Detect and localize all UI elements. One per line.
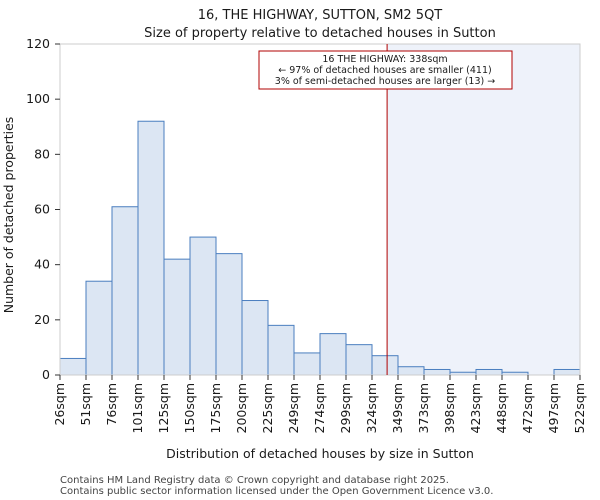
x-tick-label: 324sqm — [364, 383, 379, 433]
bars-group — [59, 120, 581, 376]
x-tick-label: 150sqm — [182, 383, 197, 433]
bar-274sqm — [319, 333, 347, 376]
x-tick-label: 225sqm — [260, 383, 275, 433]
bar-324sqm — [371, 355, 399, 376]
annotation-box: 16 THE HIGHWAY: 338sqm ← 97% of detached… — [258, 50, 513, 90]
bar-299sqm — [345, 344, 373, 376]
x-tick-label: 101sqm — [130, 383, 145, 433]
chart-subtitle: Size of property relative to detached ho… — [144, 26, 496, 41]
bar-423sqm — [475, 368, 503, 376]
x-tick-label: 472sqm — [520, 383, 535, 433]
y-axis-label: Number of detached properties — [1, 117, 16, 314]
bar-249sqm — [293, 352, 321, 376]
x-tick-label: 249sqm — [286, 383, 301, 433]
annotation-line-2: ← 97% of detached houses are smaller (41… — [278, 65, 491, 76]
x-tick-label: 497sqm — [546, 383, 561, 433]
y-tick-label: 0 — [42, 367, 50, 382]
chart-title: 16, THE HIGHWAY, SUTTON, SM2 5QT — [198, 8, 443, 23]
x-tick-label: 51sqm — [78, 383, 93, 426]
bar-76sqm — [111, 206, 139, 376]
footer-line-2: Contains public sector information licen… — [60, 486, 493, 497]
x-tick-label: 26sqm — [52, 383, 67, 426]
bar-101sqm — [137, 120, 165, 376]
bar-175sqm — [215, 253, 243, 376]
y-tick-label: 120 — [26, 36, 50, 51]
x-tick-label: 125sqm — [156, 383, 171, 433]
x-tick-label: 448sqm — [494, 383, 509, 433]
bar-125sqm — [163, 258, 191, 376]
y-axis: 0 20 40 60 80 100 120 — [26, 36, 60, 382]
bar-497sqm — [553, 368, 581, 376]
bar-200sqm — [241, 300, 269, 376]
y-tick-label: 40 — [34, 257, 50, 272]
bar-26sqm — [59, 357, 87, 376]
x-tick-label: 76sqm — [104, 383, 119, 426]
bar-349sqm — [397, 366, 425, 376]
x-axis: 26sqm 51sqm 76sqm 101sqm 125sqm 150sqm 175sqm 2… — [52, 375, 587, 433]
x-axis-label: Distribution of detached houses by size … — [166, 446, 474, 461]
bar-51sqm — [85, 280, 113, 376]
x-tick-label: 349sqm — [390, 383, 405, 433]
x-tick-label: 373sqm — [416, 383, 431, 433]
x-tick-label: 423sqm — [468, 383, 483, 433]
larger-region-highlight — [387, 44, 580, 375]
y-tick-label: 60 — [34, 202, 50, 217]
x-tick-label: 200sqm — [234, 383, 249, 433]
y-tick-label: 100 — [26, 91, 50, 106]
x-tick-label: 299sqm — [338, 383, 353, 433]
x-tick-label: 175sqm — [208, 383, 223, 433]
bar-225sqm — [267, 324, 295, 376]
annotation-line-3: 3% of semi-detached houses are larger (1… — [275, 76, 495, 87]
x-tick-label: 398sqm — [442, 383, 457, 433]
bar-150sqm — [189, 236, 217, 376]
footer-line-1: Contains HM Land Registry data © Crown c… — [60, 475, 449, 486]
y-tick-label: 20 — [34, 312, 50, 327]
annotation-line-1: 16 THE HIGHWAY: 338sqm — [322, 54, 447, 65]
y-tick-label: 80 — [34, 146, 50, 161]
bar-373sqm — [423, 368, 451, 376]
x-tick-label: 274sqm — [312, 383, 327, 433]
x-tick-label: 522sqm — [572, 383, 587, 433]
annotation-border — [258, 50, 513, 90]
